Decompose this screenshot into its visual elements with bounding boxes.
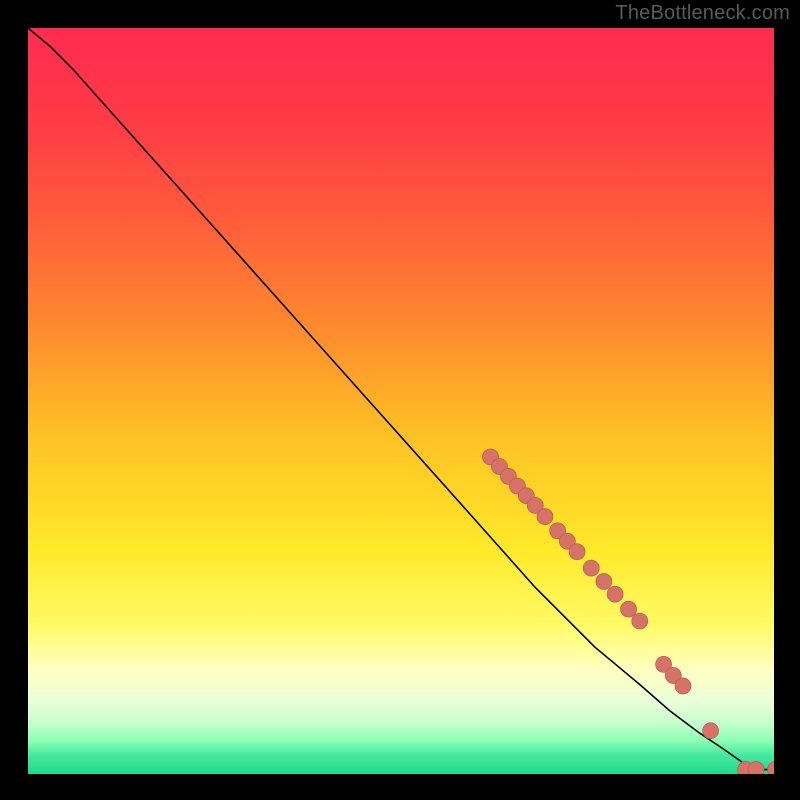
data-marker bbox=[632, 613, 648, 629]
data-marker bbox=[703, 723, 719, 739]
data-marker bbox=[621, 601, 637, 617]
data-marker bbox=[607, 586, 623, 602]
data-marker bbox=[537, 509, 553, 525]
data-marker bbox=[675, 678, 691, 694]
data-marker bbox=[748, 762, 764, 778]
chart-frame: TheBottleneck.com bbox=[0, 0, 800, 800]
bottleneck-chart bbox=[0, 0, 800, 800]
data-marker bbox=[596, 574, 612, 590]
data-marker bbox=[583, 560, 599, 576]
watermark-text: TheBottleneck.com bbox=[615, 2, 790, 25]
data-marker bbox=[767, 762, 783, 778]
data-marker bbox=[569, 544, 585, 560]
